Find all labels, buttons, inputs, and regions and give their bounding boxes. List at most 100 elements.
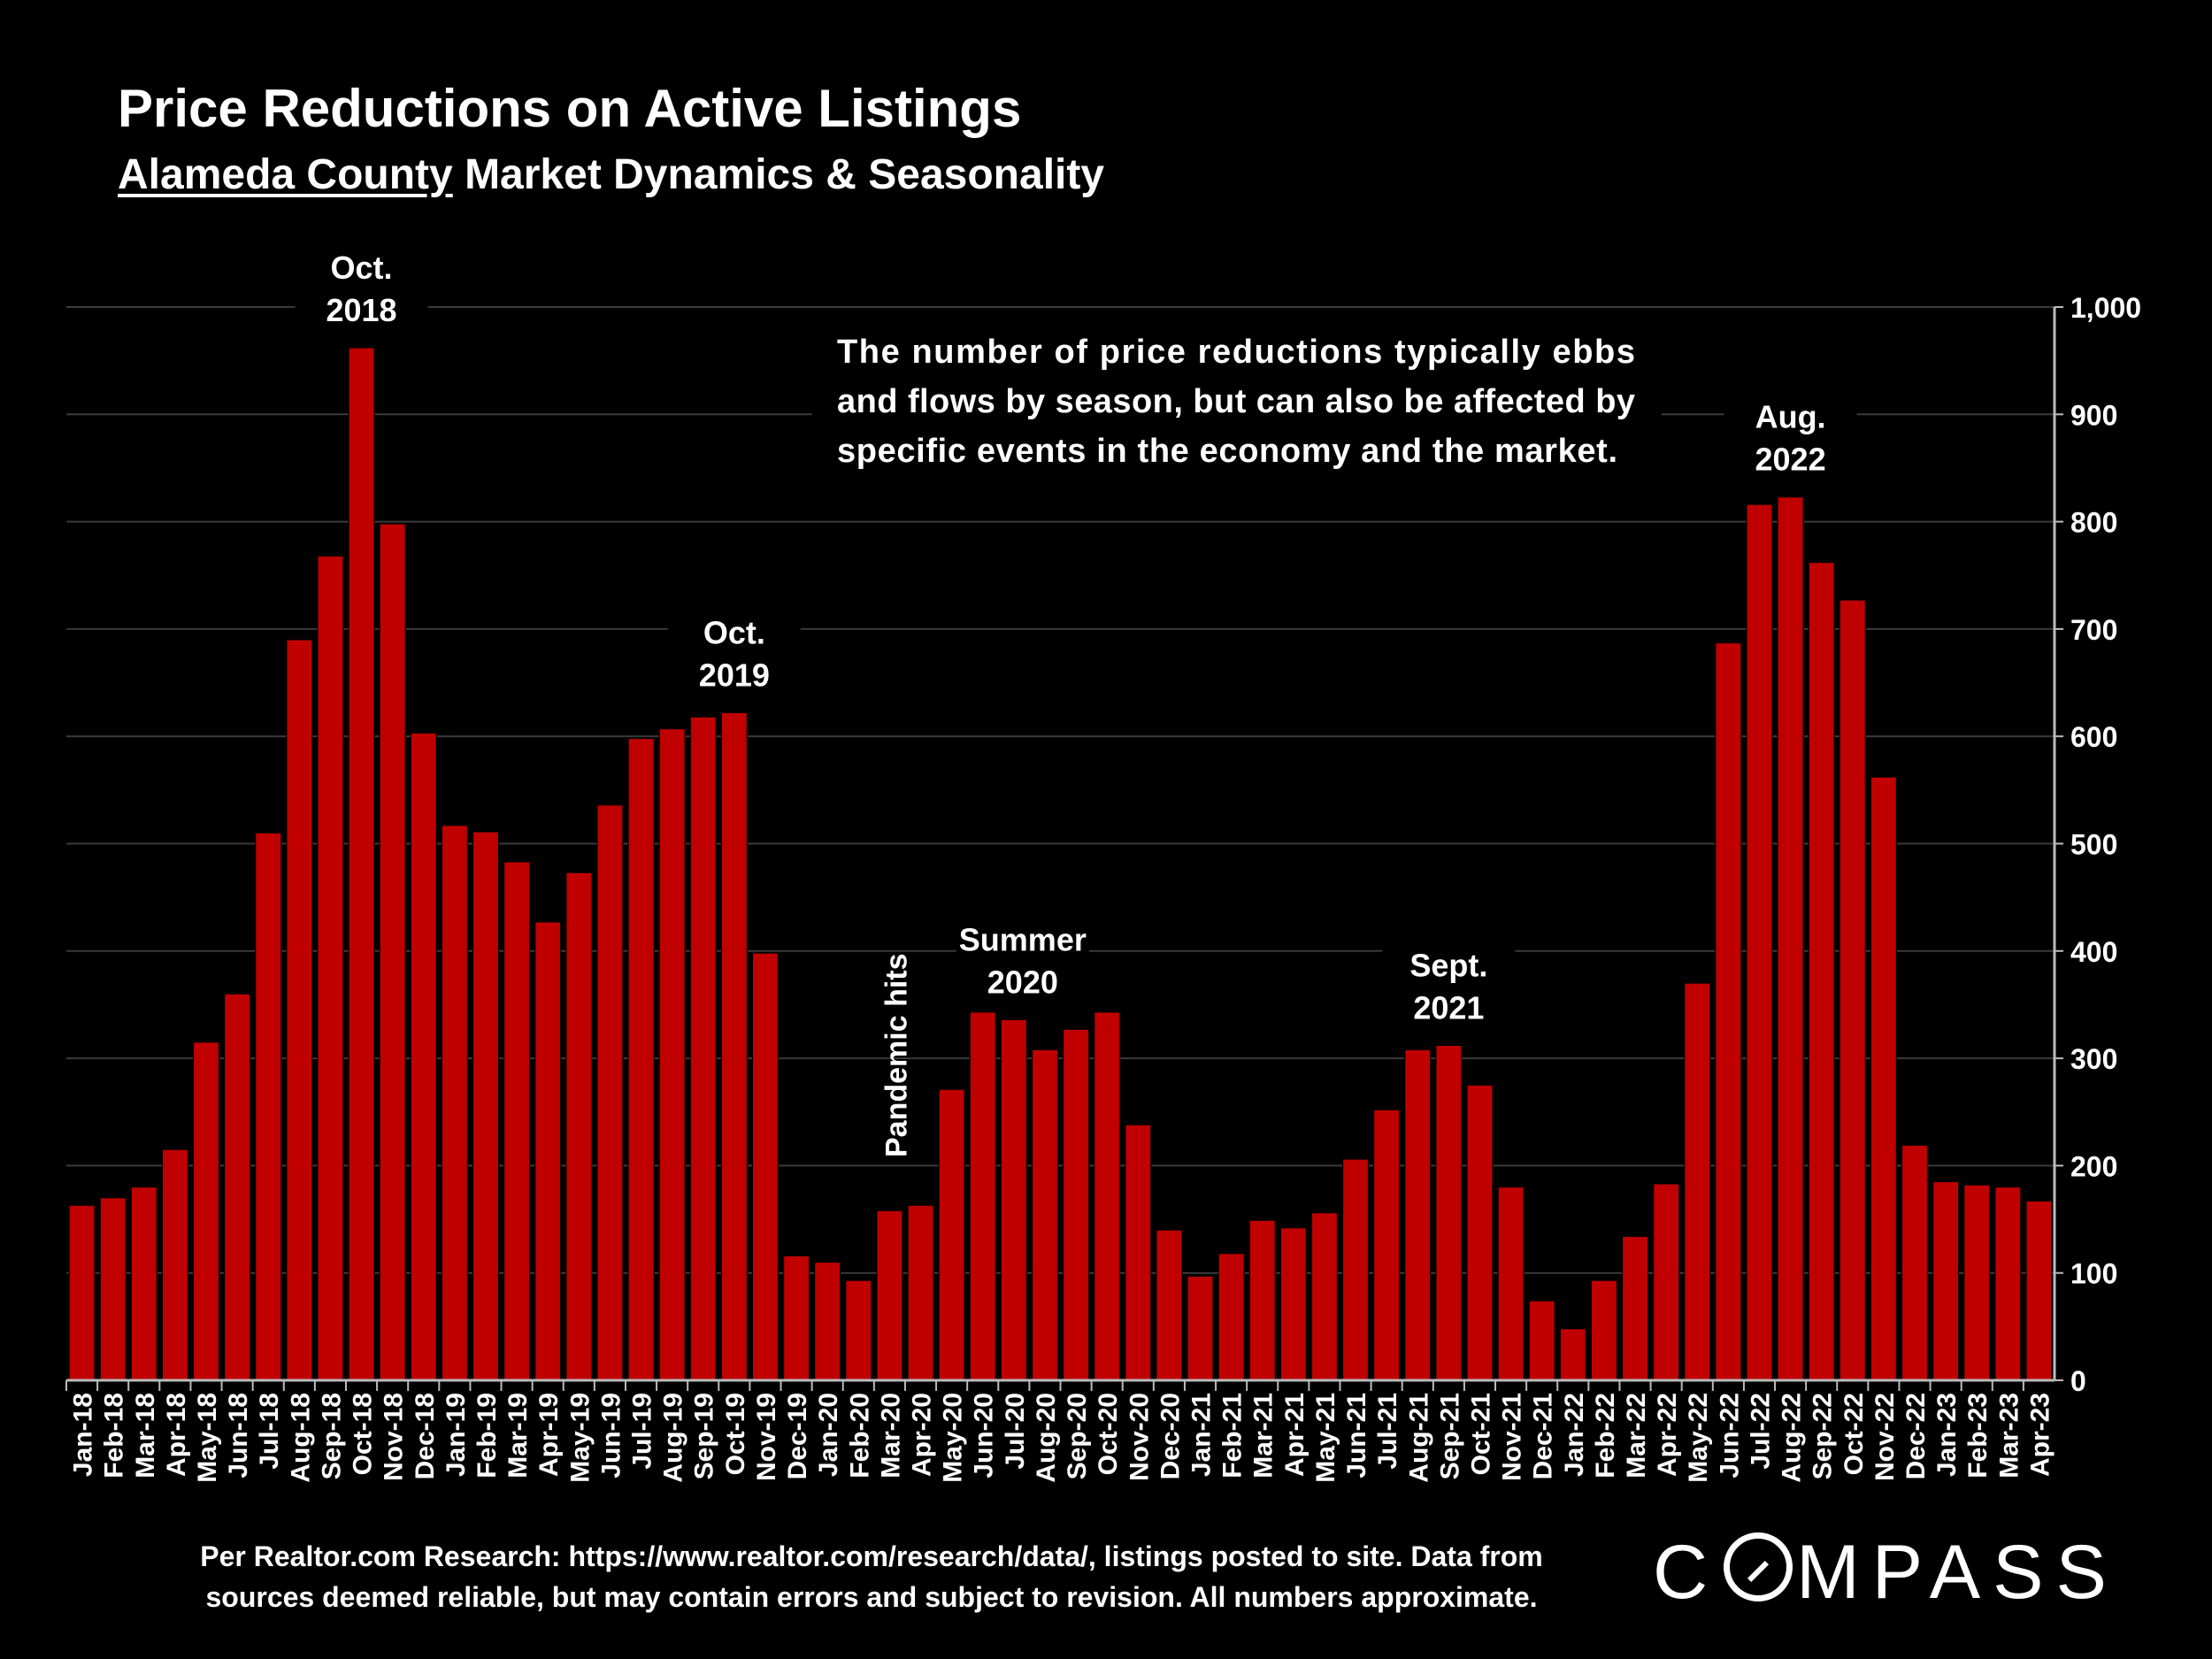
bar: [286, 639, 313, 1381]
bar: [255, 832, 282, 1381]
x-tick-label: Nov-18: [380, 1393, 409, 1481]
x-tick-label: Nov-20: [1125, 1393, 1154, 1481]
x-tick-label: Apr-20: [908, 1393, 937, 1477]
x-tick-label: Nov-22: [1870, 1393, 1900, 1481]
x-tick-label: Oct-19: [721, 1393, 750, 1475]
pandemic-annotation: Pandemic hits: [879, 953, 913, 1157]
bar: [1622, 1235, 1648, 1381]
bar: [689, 716, 717, 1381]
x-tick-label: Apr-22: [1653, 1393, 1682, 1477]
logo-text-left: C: [1653, 1530, 1721, 1615]
bar: [596, 804, 624, 1381]
x-tick-label: Mar-23: [1994, 1393, 2024, 1479]
bar: [845, 1279, 872, 1381]
annotation-label: 2018: [326, 292, 396, 328]
bar: [1279, 1227, 1307, 1381]
bar: [1839, 599, 1866, 1381]
annotation-label: Sept.: [1409, 948, 1487, 984]
bar: [1901, 1144, 1928, 1381]
x-tick-label: Feb-22: [1591, 1393, 1620, 1479]
x-tick-label: Mar-20: [876, 1393, 905, 1479]
bar: [441, 825, 468, 1381]
bar: [752, 952, 779, 1381]
bar: [1032, 1048, 1058, 1381]
y-tick-label: 800: [2070, 507, 2117, 539]
bar: [379, 523, 406, 1381]
bar: [1963, 1184, 1991, 1381]
x-tick-label: Dec-18: [411, 1393, 440, 1479]
x-tick-label: Jul-18: [255, 1393, 284, 1470]
chart-subtitle: Alameda County Market Dynamics & Seasona…: [118, 150, 1104, 199]
x-tick-label: Nov-21: [1498, 1393, 1527, 1481]
annotation-background: [1382, 941, 1516, 1039]
bar: [68, 1204, 96, 1381]
bar: [783, 1255, 810, 1381]
bar: [1063, 1028, 1089, 1381]
bar: [1870, 776, 1897, 1381]
bar: [99, 1197, 127, 1381]
y-tick-label: 600: [2070, 721, 2117, 753]
bar: [193, 1041, 219, 1381]
bar: [1808, 562, 1835, 1381]
annotation-label: Oct.: [331, 250, 393, 286]
x-tick-label: Jan-23: [1932, 1393, 1962, 1477]
x-tick-label: Feb-20: [845, 1393, 874, 1479]
x-tick-label: Oct-21: [1466, 1393, 1495, 1475]
x-tick-label: Jun-22: [1715, 1393, 1744, 1479]
x-tick-label: Jan-18: [69, 1393, 98, 1477]
x-tick-label: Aug-22: [1778, 1393, 1807, 1483]
bar: [1435, 1045, 1463, 1381]
bar: [565, 872, 593, 1381]
bar: [1466, 1084, 1494, 1381]
bar: [1000, 1018, 1027, 1381]
x-tick-label: May-21: [1311, 1393, 1340, 1483]
bar: [1653, 1183, 1680, 1381]
bar: [1777, 496, 1804, 1381]
bar: [1342, 1158, 1369, 1381]
y-tick-label: 100: [2070, 1258, 2117, 1290]
footnote-line-2: sources deemed reliable, but may contain…: [205, 1581, 1538, 1613]
x-tick-label: Feb-21: [1218, 1393, 1248, 1479]
x-tick-label: Feb-23: [1963, 1393, 1993, 1479]
x-tick-label: Jan-19: [442, 1393, 471, 1477]
x-tick-label: Jul-20: [1001, 1393, 1030, 1470]
bar: [1373, 1109, 1401, 1381]
y-tick-label: 900: [2070, 399, 2117, 431]
subtitle-rest: Market Dynamics & Seasonality: [452, 151, 1105, 198]
bar: [317, 555, 344, 1381]
x-tick-label: Apr-21: [1280, 1393, 1310, 1477]
bar: [534, 921, 562, 1381]
bar: [2025, 1200, 2053, 1381]
x-tick-label: Sep-21: [1435, 1393, 1464, 1479]
x-tick-label: Nov-19: [752, 1393, 781, 1481]
bar: [1497, 1187, 1525, 1381]
compass-logo: C MPASS: [1653, 1529, 2119, 1617]
bar: [1684, 982, 1711, 1381]
x-tick-label: May-20: [939, 1393, 968, 1483]
compass-o-icon: [1724, 1532, 1793, 1601]
bar: [1125, 1124, 1152, 1381]
callout-text: specific events in the economy and the m…: [837, 433, 1617, 470]
bar: [876, 1210, 903, 1381]
y-tick-label: 300: [2070, 1043, 2117, 1075]
x-tick-label: Feb-18: [100, 1393, 129, 1479]
x-tick-label: Mar-19: [503, 1393, 533, 1479]
bar: [907, 1204, 934, 1381]
x-tick-label: Aug-18: [286, 1393, 315, 1483]
x-tick-label: Oct-22: [1839, 1393, 1869, 1475]
y-tick-label: 0: [2070, 1365, 2086, 1397]
x-tick-label: Aug-19: [659, 1393, 688, 1483]
annotation-label: 2019: [699, 657, 770, 694]
x-tick-label: Oct-18: [349, 1393, 378, 1475]
bar: [503, 861, 530, 1381]
bar: [1715, 642, 1742, 1381]
x-tick-label: Sep-20: [1063, 1393, 1092, 1479]
bar: [969, 992, 996, 1381]
y-tick-label: 700: [2070, 614, 2117, 646]
annotation-background: [295, 243, 428, 342]
annotation-background: [956, 915, 1089, 1013]
bar: [1746, 503, 1773, 1381]
x-tick-label: Sep-19: [690, 1393, 719, 1479]
logo-text-right: MPASS: [1796, 1530, 2119, 1615]
